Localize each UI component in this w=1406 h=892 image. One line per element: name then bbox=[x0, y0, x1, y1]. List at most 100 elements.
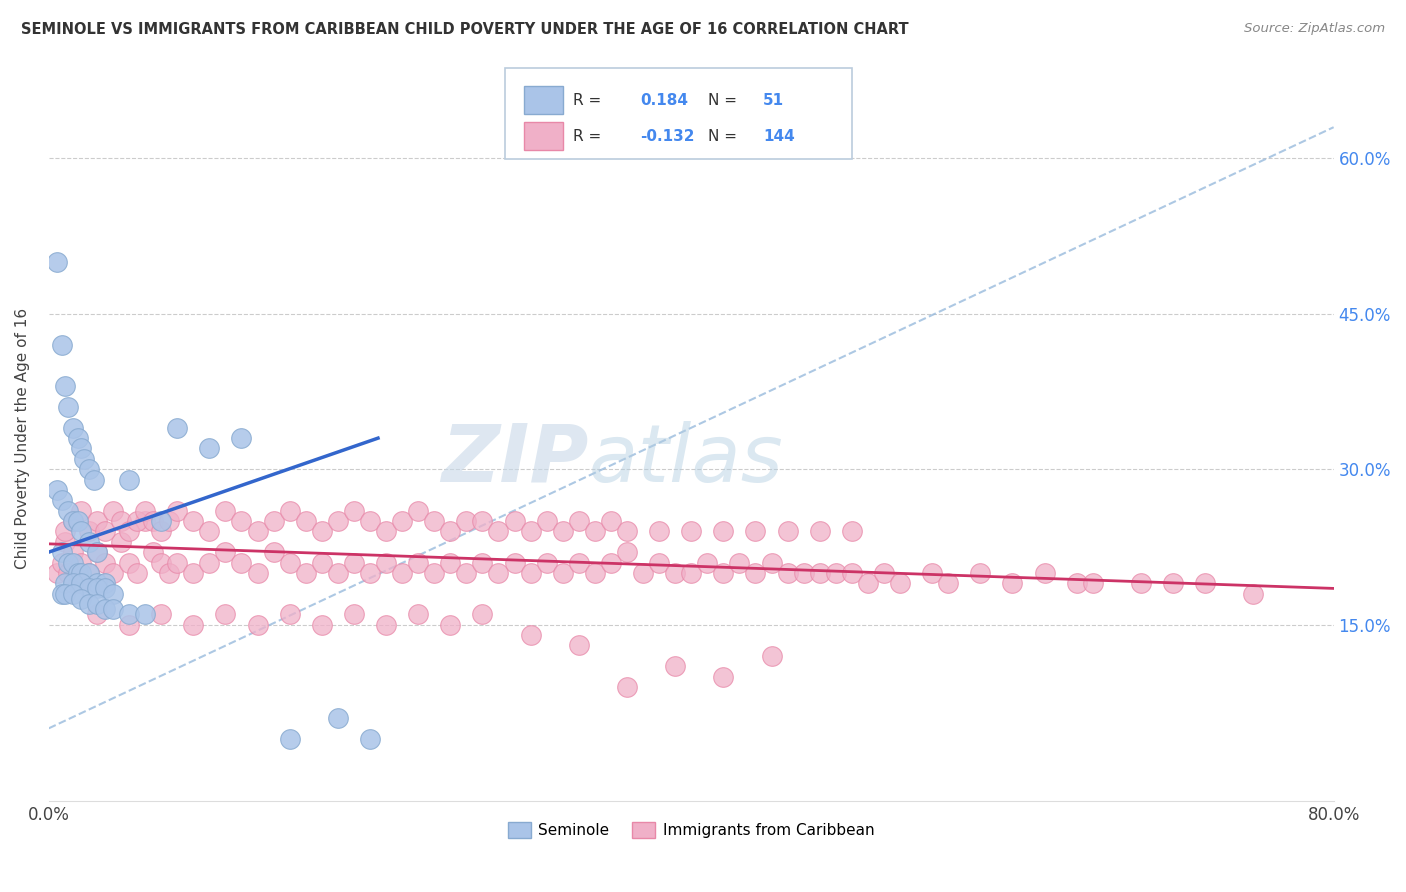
Point bbox=[51, 556, 73, 570]
Point bbox=[86, 514, 108, 528]
Text: N =: N = bbox=[707, 93, 737, 108]
Y-axis label: Child Poverty Under the Age of 16: Child Poverty Under the Age of 16 bbox=[15, 308, 30, 569]
Point bbox=[278, 504, 301, 518]
Point bbox=[66, 566, 89, 580]
Point bbox=[793, 566, 815, 580]
Point bbox=[56, 566, 79, 580]
Text: -0.132: -0.132 bbox=[640, 128, 695, 144]
Point bbox=[134, 504, 156, 518]
Point bbox=[278, 556, 301, 570]
FancyBboxPatch shape bbox=[505, 68, 852, 159]
Point bbox=[70, 591, 93, 606]
Text: Source: ZipAtlas.com: Source: ZipAtlas.com bbox=[1244, 22, 1385, 36]
Point bbox=[70, 556, 93, 570]
Point bbox=[519, 566, 541, 580]
Point bbox=[1081, 576, 1104, 591]
Text: R =: R = bbox=[574, 128, 602, 144]
Point bbox=[583, 566, 606, 580]
Point bbox=[648, 556, 671, 570]
Text: atlas: atlas bbox=[588, 421, 783, 499]
Point bbox=[198, 442, 221, 456]
Point bbox=[86, 597, 108, 611]
Point bbox=[311, 556, 333, 570]
Point bbox=[51, 493, 73, 508]
Point bbox=[631, 566, 654, 580]
Point bbox=[456, 566, 478, 580]
Point bbox=[856, 576, 879, 591]
Point bbox=[536, 556, 558, 570]
Point bbox=[616, 680, 638, 694]
Point bbox=[503, 556, 526, 570]
Point bbox=[326, 711, 349, 725]
Point bbox=[142, 545, 165, 559]
Point bbox=[1161, 576, 1184, 591]
Point bbox=[343, 504, 366, 518]
Point bbox=[406, 556, 429, 570]
Point bbox=[326, 514, 349, 528]
Point bbox=[568, 514, 591, 528]
Point bbox=[681, 566, 703, 580]
Point bbox=[77, 566, 100, 580]
Point bbox=[118, 607, 141, 622]
Point bbox=[406, 607, 429, 622]
Point bbox=[62, 514, 84, 528]
Point bbox=[761, 648, 783, 663]
Point bbox=[62, 576, 84, 591]
Point bbox=[231, 431, 253, 445]
Point bbox=[744, 524, 766, 539]
Point bbox=[101, 566, 124, 580]
Point bbox=[488, 566, 510, 580]
Point bbox=[841, 566, 863, 580]
Point bbox=[101, 504, 124, 518]
Point bbox=[969, 566, 991, 580]
Point bbox=[294, 514, 316, 528]
Point bbox=[150, 607, 173, 622]
Point bbox=[873, 566, 896, 580]
Point bbox=[53, 576, 76, 591]
Point bbox=[488, 524, 510, 539]
Point bbox=[70, 566, 93, 580]
Point bbox=[77, 566, 100, 580]
Point bbox=[471, 556, 494, 570]
Point bbox=[375, 556, 398, 570]
Point bbox=[94, 524, 117, 539]
Point bbox=[263, 514, 285, 528]
Point bbox=[808, 524, 831, 539]
Point bbox=[681, 524, 703, 539]
Point bbox=[110, 514, 132, 528]
Point bbox=[94, 582, 117, 596]
Point bbox=[73, 451, 96, 466]
Point bbox=[1001, 576, 1024, 591]
Point bbox=[142, 514, 165, 528]
Point bbox=[66, 431, 89, 445]
Point bbox=[568, 639, 591, 653]
Text: ZIP: ZIP bbox=[441, 421, 588, 499]
Point bbox=[166, 556, 188, 570]
Point bbox=[1241, 586, 1264, 600]
Point bbox=[94, 556, 117, 570]
Point bbox=[77, 582, 100, 596]
Point bbox=[83, 473, 105, 487]
Point bbox=[86, 607, 108, 622]
Point bbox=[439, 556, 461, 570]
Point bbox=[150, 556, 173, 570]
Point bbox=[439, 524, 461, 539]
Point bbox=[56, 400, 79, 414]
Point bbox=[198, 524, 221, 539]
Point bbox=[198, 556, 221, 570]
Point bbox=[77, 524, 100, 539]
Point bbox=[728, 556, 751, 570]
Point bbox=[56, 504, 79, 518]
Point bbox=[166, 504, 188, 518]
Point bbox=[921, 566, 943, 580]
Point bbox=[86, 576, 108, 591]
Point bbox=[583, 524, 606, 539]
Point bbox=[471, 514, 494, 528]
Point bbox=[456, 514, 478, 528]
Point bbox=[294, 566, 316, 580]
Point bbox=[62, 421, 84, 435]
Point bbox=[889, 576, 911, 591]
Point bbox=[45, 566, 67, 580]
Point bbox=[664, 566, 686, 580]
Point bbox=[1194, 576, 1216, 591]
